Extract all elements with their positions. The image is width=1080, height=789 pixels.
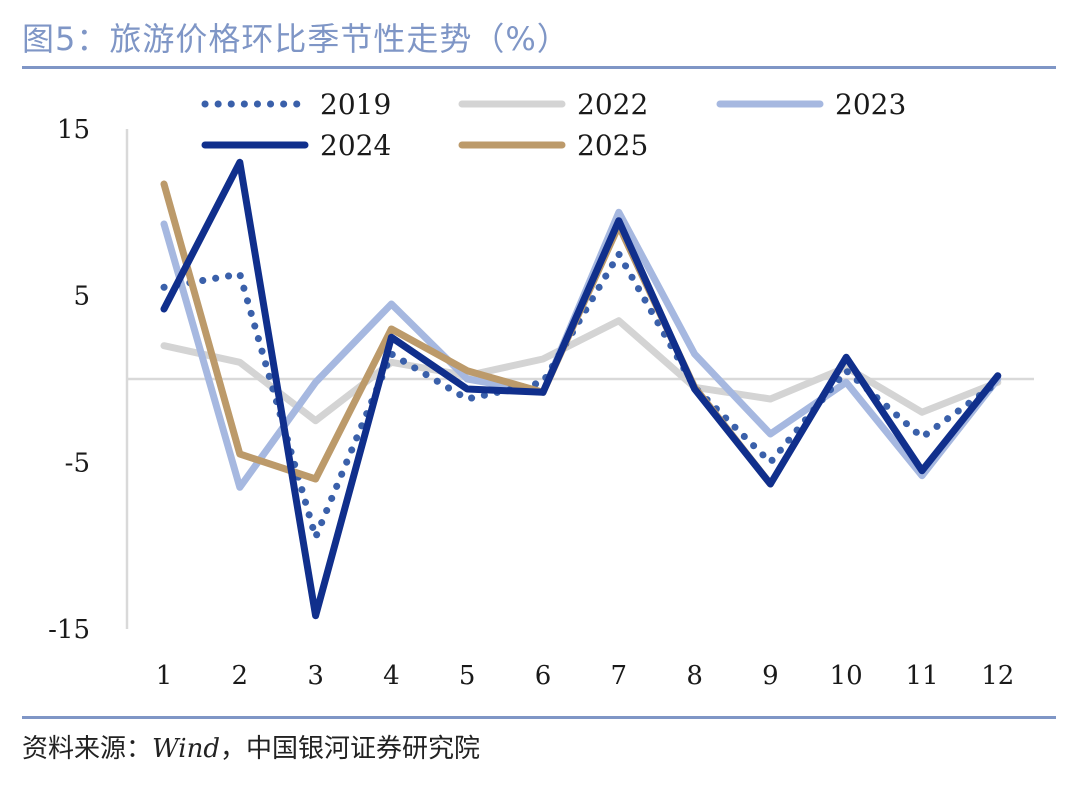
legend-label-2023: 2023	[835, 88, 906, 121]
legend-label-2019: 2019	[320, 88, 391, 121]
x-tick-label: 7	[611, 661, 628, 691]
x-tick-label: 3	[307, 661, 324, 691]
series-line-2024	[160, 158, 1002, 620]
source-rule	[22, 716, 1056, 719]
series-line-2025	[160, 180, 774, 488]
x-tick-label: 11	[905, 661, 938, 691]
x-tick-label: 12	[981, 661, 1014, 691]
source-rest: ，中国银河证券研究院	[220, 734, 481, 764]
y-tick-label: 15	[57, 115, 90, 145]
x-tick-label: 5	[459, 661, 476, 691]
x-tick-label: 4	[383, 661, 400, 691]
x-tick-label: 10	[830, 661, 863, 691]
title-rule	[22, 66, 1056, 69]
source-label: 资料来源：	[22, 734, 153, 764]
chart-legend: 2019 2022 2023 2024 2025	[201, 88, 906, 162]
x-tick-label: 1	[156, 661, 173, 691]
source-name: Wind	[152, 734, 220, 764]
series-line-2022	[160, 317, 1002, 425]
legend-label-2022: 2022	[577, 88, 648, 121]
y-tick-label: 5	[73, 282, 90, 312]
x-tick-label: 2	[232, 661, 249, 691]
x-tick-label: 6	[535, 661, 552, 691]
x-tick-label: 8	[686, 661, 703, 691]
legend-label-2024: 2024	[320, 129, 391, 162]
chart-title: 图5：旅游价格环比季节性走势（%）	[22, 20, 570, 58]
source-note: 资料来源：Wind，中国银河证券研究院	[22, 728, 480, 765]
chart-series-lines	[160, 158, 1002, 620]
y-tick-label: -5	[65, 448, 90, 478]
chart-tick-labels: 155-5-151 2 3 4 5 6 7 8 9 10 11 12	[48, 115, 1014, 691]
legend-label-2025: 2025	[577, 129, 648, 162]
x-tick-label: 9	[762, 661, 779, 691]
y-tick-label: -15	[48, 615, 90, 645]
